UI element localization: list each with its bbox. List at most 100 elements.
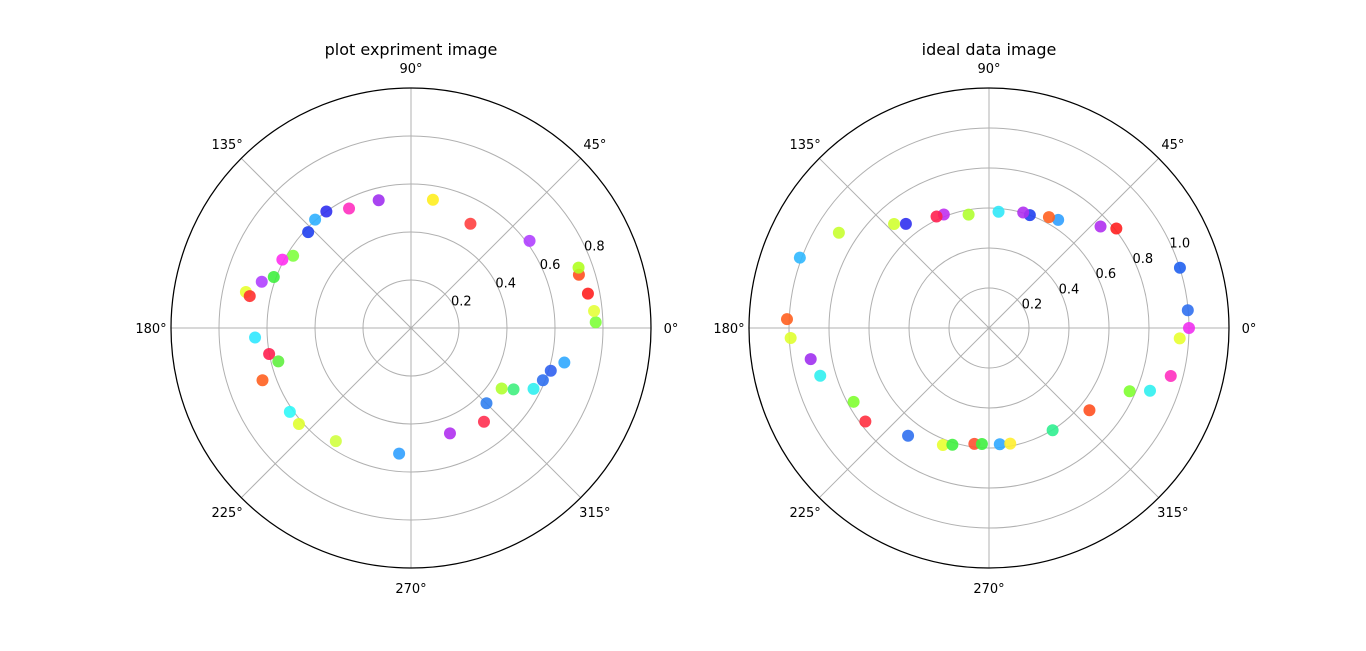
scatter-point — [1143, 384, 1156, 397]
scatter-point — [443, 427, 456, 440]
scatter-point — [1004, 437, 1017, 450]
scatter-point — [464, 217, 477, 230]
scatter-point — [936, 439, 949, 452]
scatter-point — [523, 234, 536, 247]
scatter-point — [309, 213, 322, 226]
scatter-point — [320, 205, 333, 218]
scatter-point — [859, 415, 872, 428]
scatter-point — [1164, 370, 1177, 383]
angle-gridline — [410, 157, 582, 329]
radius-gridline — [218, 135, 604, 521]
scatter-point — [888, 218, 901, 231]
scatter-point — [249, 331, 262, 344]
radial-tick-label: 0.2 — [1022, 298, 1043, 313]
scatter-point — [256, 374, 269, 387]
radial-tick-label: 0.6 — [1096, 267, 1117, 282]
scatter-point — [283, 405, 296, 418]
radial-tick-label: 0.6 — [540, 258, 561, 273]
scatter-point — [527, 382, 540, 395]
scatter-point — [847, 395, 860, 408]
scatter-point — [302, 226, 315, 239]
scatter-point — [536, 374, 549, 387]
angle-tick-label: 180° — [135, 322, 166, 337]
scatter-point — [784, 332, 797, 345]
radial-tick-label: 0.8 — [584, 240, 605, 255]
scatter-point — [572, 261, 585, 274]
angle-tick-label: 90° — [399, 62, 422, 77]
scatter-point — [793, 251, 806, 264]
angle-tick-label: 45° — [583, 138, 606, 153]
scatter-point — [1017, 206, 1030, 219]
angle-gridline — [410, 327, 582, 499]
angle-gridline — [240, 157, 412, 329]
scatter-point — [1110, 222, 1123, 235]
radial-tick-labels: 0.2 0.4 0.6 0.8 — [451, 240, 605, 310]
chart-title: ideal data image — [922, 40, 1057, 59]
scatter-point — [495, 382, 508, 395]
grid-layer — [170, 87, 652, 569]
scatter-point — [393, 447, 406, 460]
scatter-point — [480, 397, 493, 410]
angle-tick-label: 135° — [211, 138, 242, 153]
scatter-point — [946, 438, 959, 451]
scatter-point — [1183, 322, 1195, 334]
scatter-point — [962, 208, 975, 221]
angle-tick-label: 225° — [789, 506, 820, 521]
scatter-point — [899, 217, 912, 230]
scatter-point — [1083, 404, 1096, 417]
scatter-point — [287, 249, 300, 262]
polar-chart-right: ideal data image 0° 45° 90° 135° 180° 225° 270… — [713, 40, 1256, 597]
scatter-point — [272, 355, 285, 368]
scatter-point — [1046, 424, 1059, 437]
radius-gridline — [948, 287, 1030, 369]
chart-title: plot expriment image — [325, 40, 498, 59]
scatter-point — [588, 305, 601, 318]
scatter-point — [292, 418, 305, 431]
grid-layer — [748, 87, 1230, 569]
scatter-point — [902, 429, 915, 442]
scatter-point — [243, 290, 256, 303]
radial-tick-label: 1.0 — [1169, 236, 1190, 251]
polar-frame — [170, 87, 652, 569]
radial-tick-label: 0.8 — [1132, 252, 1153, 267]
scatter-point — [589, 316, 602, 329]
angle-tick-label: 180° — [713, 322, 744, 337]
angle-tick-label: 0° — [1242, 322, 1257, 337]
scatter-points — [239, 193, 602, 460]
scatter-point — [975, 437, 988, 450]
angle-tick-label: 270° — [973, 582, 1004, 597]
angle-tick-label: 270° — [395, 582, 426, 597]
scatter-point — [426, 193, 439, 206]
angle-gridline — [240, 327, 412, 499]
scatter-point — [814, 369, 827, 382]
polar-frame — [748, 87, 1230, 569]
angle-tick-label: 0° — [664, 322, 679, 337]
angle-tick-label: 90° — [977, 62, 1000, 77]
scatter-point — [558, 356, 571, 369]
scatter-point — [780, 313, 793, 326]
scatter-point — [993, 438, 1006, 451]
scatter-point — [581, 287, 594, 300]
scatter-point — [1123, 385, 1136, 398]
scatter-point — [544, 364, 557, 377]
scatter-point — [1181, 304, 1194, 317]
scatter-point — [267, 270, 280, 283]
scatter-point — [263, 348, 276, 361]
scatter-point — [1094, 220, 1107, 233]
scatter-point — [1052, 213, 1065, 226]
scatter-point — [329, 435, 342, 448]
radial-tick-labels: 0.2 0.4 0.6 0.8 1.0 — [1022, 236, 1191, 312]
scatter-point — [930, 210, 943, 223]
angle-tick-label: 225° — [211, 506, 242, 521]
scatter-point — [276, 253, 289, 266]
polar-chart-left: plot expriment image 0° 45° 90° 135° 180° 225… — [135, 40, 678, 597]
radial-tick-label: 0.4 — [495, 276, 516, 291]
scatter-point — [992, 205, 1005, 218]
scatter-point — [1173, 332, 1186, 345]
angle-tick-labels: 0° 45° 90° 135° 180° 225° 270° 315° — [713, 62, 1256, 597]
radius-gridline — [266, 183, 556, 473]
angle-tick-label: 45° — [1161, 138, 1184, 153]
scatter-point — [1042, 211, 1055, 224]
